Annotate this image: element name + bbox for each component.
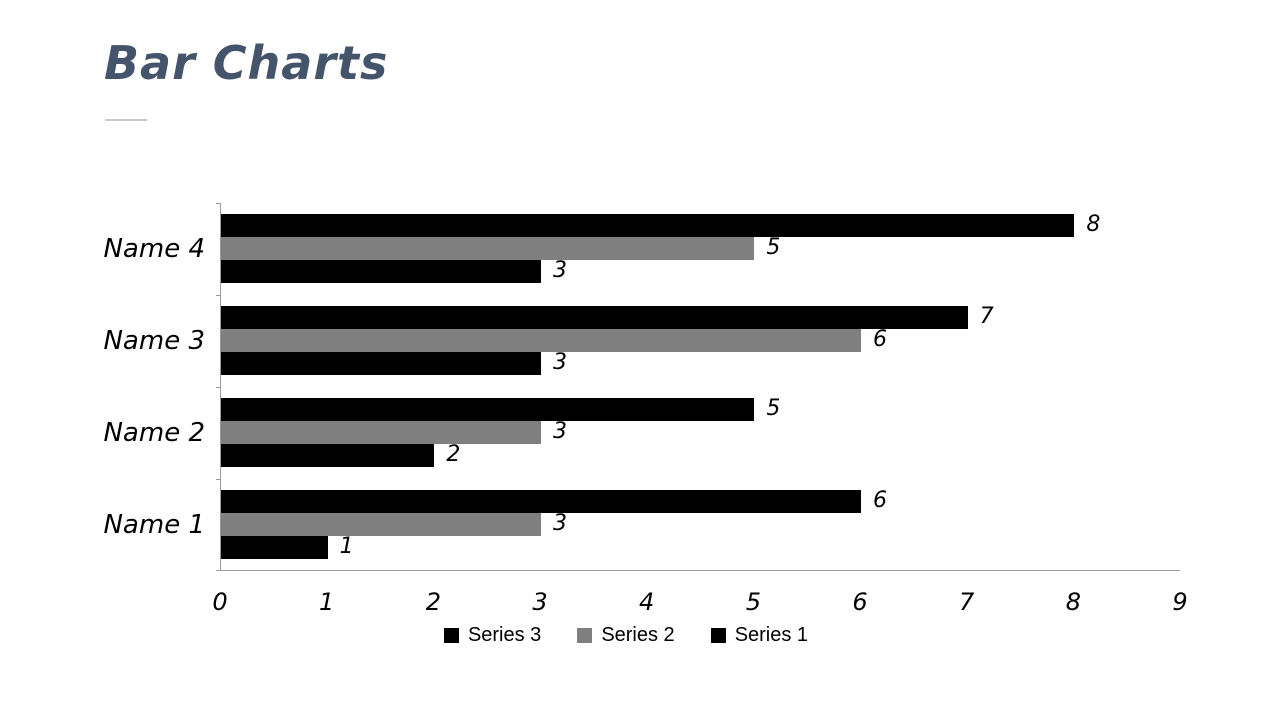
bar-value-label-series-2-name-3: 6 [873,327,887,352]
legend-swatch-icon [577,627,593,643]
y-axis-tick [216,479,220,480]
bar-value-label-series-1-name-4: 3 [553,258,567,283]
category-label-name-4: Name 4 [103,234,205,264]
bar-series-1-name-3 [221,352,541,375]
legend-item-series-3: Series 3 [443,623,542,647]
bar-value-label-series-1-name-3: 3 [553,350,567,375]
title-underline [105,119,147,121]
bar-series-3-name-2 [221,398,755,421]
legend: Series 3 Series 2 Series 1 [146,622,1106,648]
legend-label: Series 3 [467,623,542,646]
category-label-name-3: Name 3 [103,326,205,356]
x-axis: 0 1 2 3 4 5 6 7 8 9 [212,588,1187,620]
bar-series-2-name-4 [221,237,755,260]
legend-swatch-icon [710,627,726,643]
x-tick-label-0: 0 [212,588,228,616]
x-tick-label-8: 8 [1065,588,1081,616]
legend-item-series-1: Series 1 [710,623,809,647]
bar-value-label-series-2-name-2: 3 [553,419,567,444]
bar-series-1-name-1 [221,536,328,559]
x-tick-label-1: 1 [319,588,335,616]
bar-value-label-series-1-name-2: 2 [446,442,461,467]
bar-series-2-name-2 [221,421,541,444]
legend-label: Series 1 [734,623,809,646]
category-label-name-2: Name 2 [103,418,205,448]
category-axis: Name 4 Name 3 Name 2 Name 1 [0,203,205,571]
bar-series-2-name-3 [221,329,861,352]
y-axis-tick [216,203,220,204]
x-tick-label-7: 7 [959,588,975,616]
bar-value-label-series-3-name-1: 6 [873,488,887,513]
legend-swatch-icon [443,627,459,643]
x-tick-label-3: 3 [532,588,548,616]
x-tick-label-5: 5 [745,588,761,616]
bar-value-label-series-3-name-4: 8 [1086,212,1101,237]
y-axis-tick [216,387,220,388]
bar-series-3-name-1 [221,490,861,513]
y-axis-tick [216,570,220,571]
legend-label: Series 2 [601,623,675,646]
plot-area: 8 5 3 7 6 3 5 3 2 6 3 1 [216,203,1180,571]
x-tick-label-9: 9 [1172,588,1188,616]
bar-value-label-series-2-name-4: 5 [766,235,781,260]
bar-value-label-series-3-name-3: 7 [979,304,994,329]
bar-value-label-series-1-name-1: 1 [339,534,354,559]
bar-value-label-series-2-name-1: 3 [553,511,567,536]
bar-series-2-name-1 [221,513,541,536]
x-tick-label-2: 2 [425,588,441,616]
bar-value-label-series-3-name-2: 5 [766,396,781,421]
bar-series-3-name-3 [221,306,968,329]
x-tick-label-4: 4 [639,588,655,616]
y-axis-tick [216,295,220,296]
bar-series-3-name-4 [221,214,1075,237]
page-title: Bar Charts [104,36,389,90]
category-label-name-1: Name 1 [103,510,205,540]
bar-series-1-name-4 [221,260,541,283]
bar-series-1-name-2 [221,444,435,467]
legend-item-series-2: Series 2 [577,623,675,647]
x-tick-label-6: 6 [852,588,868,616]
